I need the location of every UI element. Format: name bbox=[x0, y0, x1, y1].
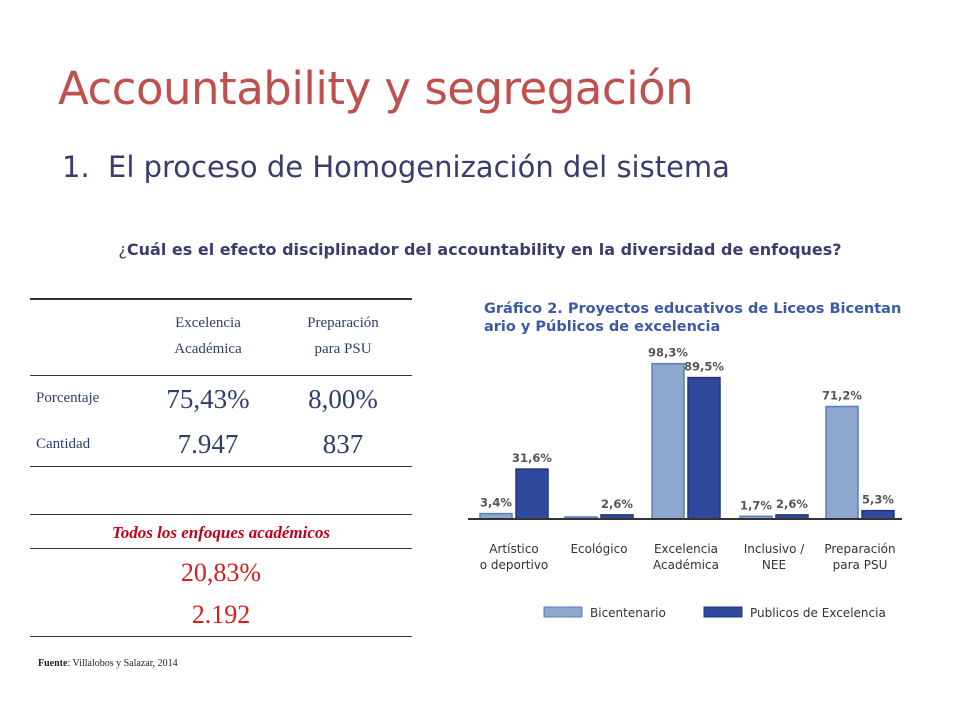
bar-1-4 bbox=[861, 509, 895, 520]
bar-chart: Gráfico 2. Proyectos educativos de Liceo… bbox=[468, 301, 902, 620]
x-tick-label-2-0: Excelencia bbox=[654, 542, 718, 556]
x-tick-label-2-1: Académica bbox=[653, 558, 719, 572]
bar-label-0-3: 1,7% bbox=[740, 498, 772, 512]
cell-cantidad-psu: 837 bbox=[322, 429, 364, 459]
bar-1-2 bbox=[687, 376, 721, 520]
source-label: Fuente bbox=[38, 658, 68, 669]
x-tick-label-3-0: Inclusivo / bbox=[744, 542, 806, 556]
cell-porcentaje-excelencia: 75,43% bbox=[166, 384, 250, 414]
bars-group: 3,4% 31,6% 2,6% 98,3%89,5% 1,7% 2,6% 71,2% 5,3% bbox=[479, 346, 895, 520]
table-rule-total-top bbox=[30, 514, 412, 515]
col-header-psu: Preparación para PSU bbox=[278, 310, 408, 362]
x-tick-label-4-0: Preparación bbox=[824, 542, 895, 556]
col-header-excelencia: Excelencia Académica bbox=[148, 310, 268, 362]
row-label-cantidad: Cantidad bbox=[36, 436, 91, 452]
bar-label-1-0: 31,6% bbox=[512, 451, 552, 465]
table-rule-middle bbox=[30, 466, 412, 467]
col-header-psu-line2: para PSU bbox=[314, 341, 372, 357]
cell-porcentaje-psu: 8,00% bbox=[308, 384, 378, 414]
total-percent: 20,83% bbox=[180, 558, 262, 587]
bar-label-0-0: 3,4% bbox=[480, 496, 512, 510]
slide-subtitle: 1. El proceso de Homogenización del siste… bbox=[62, 150, 730, 184]
table-rule-total-header bbox=[30, 548, 412, 549]
bar-0-2 bbox=[651, 362, 685, 520]
bar-label-1-1: 2,6% bbox=[601, 497, 633, 511]
col-header-psu-line1: Preparación bbox=[307, 315, 379, 331]
total-count: 2.192 bbox=[191, 600, 251, 629]
legend-label-0: Bicentenario bbox=[590, 606, 666, 620]
slide-title: Accountability y segregación bbox=[58, 62, 694, 115]
x-tick-label-0-1: o deportivo bbox=[480, 558, 549, 572]
legend-label-1: Publicos de Excelencia bbox=[750, 606, 886, 620]
row-label-porcentaje: Porcentaje bbox=[36, 390, 100, 406]
legend: Bicentenario Publicos de Excelencia bbox=[543, 606, 886, 620]
bar-1-0 bbox=[515, 468, 549, 520]
x-labels-group: Artístico o deportivo Ecológico Excelencia A… bbox=[480, 542, 896, 572]
x-tick-label-0-0: Artístico bbox=[489, 542, 538, 556]
subtitle-text: El proceso de Homogenización del sistema bbox=[108, 150, 730, 184]
chart-title-line2: ario y Públicos de excelencia bbox=[484, 319, 720, 335]
subtitle-number: 1. bbox=[62, 150, 90, 184]
col-header-excelencia-line2: Académica bbox=[174, 341, 242, 357]
source-text: : Villalobos y Salazar, 2014 bbox=[67, 658, 178, 669]
x-tick-label-1-0: Ecológico bbox=[570, 542, 627, 556]
legend-swatch-0 bbox=[543, 606, 583, 618]
table-rule-top bbox=[30, 298, 412, 300]
question: ¿Cuál es el efecto disciplinador del acc… bbox=[0, 240, 960, 259]
total-header: Todos los enfoques académicos bbox=[111, 523, 330, 542]
col-header-excelencia-line1: Excelencia bbox=[175, 315, 241, 331]
cell-cantidad-excelencia: 7.947 bbox=[177, 429, 239, 459]
bar-label-1-4: 5,3% bbox=[862, 493, 894, 507]
table-rule-bottom bbox=[30, 636, 412, 637]
legend-swatch-1 bbox=[703, 606, 743, 618]
source-note: Fuente: Villalobos y Salazar, 2014 bbox=[38, 658, 178, 669]
question-text: Cuál es el efecto disciplinador del acco… bbox=[126, 240, 842, 259]
question-mark: ¿ bbox=[118, 240, 127, 259]
bar-0-4 bbox=[825, 405, 859, 520]
bar-label-1-3: 2,6% bbox=[776, 497, 808, 511]
x-tick-label-3-1: NEE bbox=[762, 558, 786, 572]
bar-label-0-2: 98,3% bbox=[648, 346, 688, 360]
bar-label-1-2: 89,5% bbox=[684, 360, 724, 374]
table-rule-header bbox=[30, 375, 412, 376]
bar-label-0-4: 71,2% bbox=[822, 389, 862, 403]
chart-title-line1: Gráfico 2. Proyectos educativos de Liceo… bbox=[484, 301, 902, 317]
x-tick-label-4-1: para PSU bbox=[833, 558, 888, 572]
